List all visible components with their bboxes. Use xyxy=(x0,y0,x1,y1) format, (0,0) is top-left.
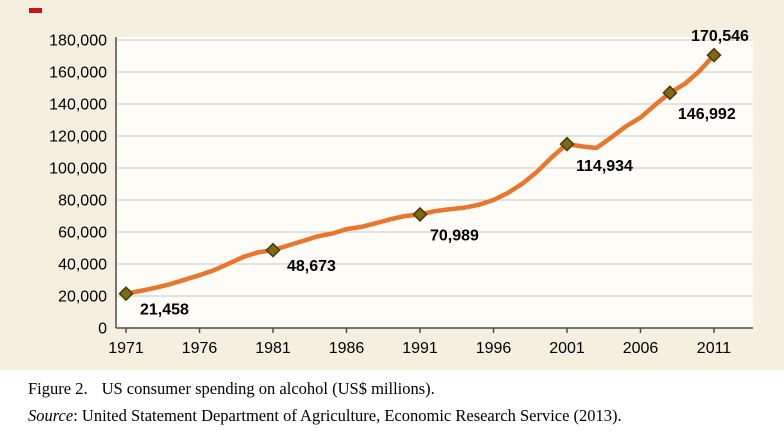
data-point-marker xyxy=(412,206,428,222)
y-tick-label: 80,000 xyxy=(58,193,107,210)
y-tick-label: 20,000 xyxy=(58,289,107,306)
figure-caption: Figure 2. US consumer spending on alcohol… xyxy=(0,370,784,426)
x-tick-label: 2001 xyxy=(549,340,585,357)
point-label: 48,673 xyxy=(287,258,336,275)
plot-area xyxy=(116,37,753,328)
point-label: 70,989 xyxy=(430,227,479,244)
y-tick-label: 180,000 xyxy=(49,33,107,50)
y-tick-label: 100,000 xyxy=(49,161,107,178)
x-tick-label: 2006 xyxy=(623,340,659,357)
figure-caption-text: US consumer spending on alcohol (US$ mil… xyxy=(101,379,435,398)
data-point-marker xyxy=(265,242,281,258)
y-tick-label: 60,000 xyxy=(58,225,107,242)
x-tick-label: 1976 xyxy=(182,340,218,357)
y-tick-label: 0 xyxy=(98,321,107,338)
x-tick-label: 1971 xyxy=(108,340,144,357)
data-point-marker xyxy=(118,286,134,302)
y-tick-label: 140,000 xyxy=(49,97,107,114)
x-tick-label: 1991 xyxy=(402,340,438,357)
figure-2-chart: 0 20,000 40,000 60,000 80,000 100,000 120,000 1… xyxy=(0,0,784,370)
point-label: 21,458 xyxy=(140,302,189,319)
caption-line: Figure 2. US consumer spending on alcohol… xyxy=(28,379,756,399)
y-tick-label: 160,000 xyxy=(49,65,107,82)
alcohol-spending-line-chart: 0 20,000 40,000 60,000 80,000 100,000 120,000 1… xyxy=(49,28,753,357)
data-point-marker xyxy=(662,85,678,101)
x-tick-label: 2011 xyxy=(697,340,732,357)
x-tick-label: 1996 xyxy=(476,340,512,357)
figure-caption-label: Figure 2. xyxy=(28,379,88,398)
x-tick-label: 1986 xyxy=(329,340,365,357)
x-tick-label: 1981 xyxy=(255,340,291,357)
point-label: 146,992 xyxy=(678,106,736,123)
data-point-marker xyxy=(559,136,575,152)
data-point-marker xyxy=(706,47,722,63)
point-label: 170,546 xyxy=(691,28,749,45)
red-mark xyxy=(29,8,42,13)
y-tick-label: 120,000 xyxy=(49,129,107,146)
source-line: Source: United Statement Department of A… xyxy=(28,406,756,426)
source-text: : United Statement Department of Agricul… xyxy=(73,406,622,425)
y-tick-label: 40,000 xyxy=(58,257,107,274)
source-label: Source xyxy=(28,406,74,425)
point-label: 114,934 xyxy=(576,158,633,175)
